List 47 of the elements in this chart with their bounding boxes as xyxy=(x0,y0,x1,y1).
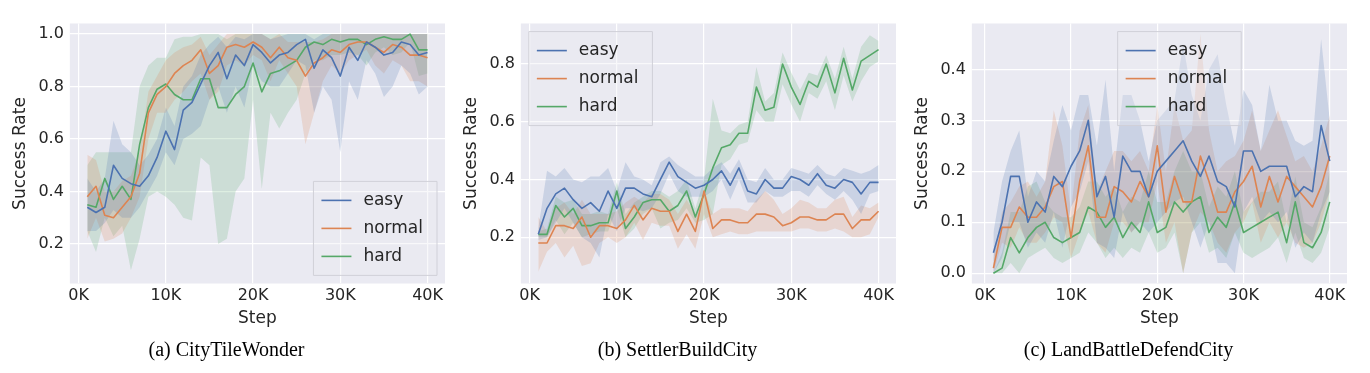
x-tick-label: 0K xyxy=(68,285,90,305)
y-axis-title: Success Rate xyxy=(910,97,931,210)
legend-label: easy xyxy=(363,188,404,209)
x-tick-label: 10K xyxy=(601,285,633,305)
x-axis-title: Step xyxy=(238,307,277,328)
y-tick-label: 0.0 xyxy=(940,262,966,282)
x-tick-label: 0K xyxy=(519,285,541,305)
y-tick-label: 0.1 xyxy=(940,211,966,231)
x-tick-label: 30K xyxy=(775,285,808,305)
x-tick-label: 20K xyxy=(237,285,269,305)
x-tick-label: 0K xyxy=(974,285,996,305)
legend-label: hard xyxy=(363,244,403,265)
y-tick-label: 0.4 xyxy=(489,168,515,188)
y-tick-label: 0.8 xyxy=(38,75,64,95)
y-tick-label: 0.6 xyxy=(489,110,515,130)
x-tick-label: 20K xyxy=(688,285,720,305)
y-tick-label: 0.8 xyxy=(489,53,515,73)
legend-label: normal xyxy=(578,67,639,88)
x-tick-label: 40K xyxy=(412,285,444,305)
y-tick-label: 0.4 xyxy=(940,58,966,78)
x-tick-label: 20K xyxy=(1141,285,1174,305)
y-tick-label: 0.2 xyxy=(940,160,966,180)
y-tick-label: 1.0 xyxy=(38,23,64,43)
y-axis-title: Success Rate xyxy=(459,97,480,210)
x-axis-title: Step xyxy=(689,307,728,328)
y-tick-label: 0.4 xyxy=(38,180,64,200)
y-tick-label: 0.2 xyxy=(38,233,64,253)
y-tick-label: 0.3 xyxy=(940,109,966,129)
y-axis-title: Success Rate xyxy=(8,97,29,210)
legend-label: normal xyxy=(363,216,424,237)
legend-label: normal xyxy=(1167,67,1228,88)
x-tick-label: 10K xyxy=(150,285,182,305)
legend-label: easy xyxy=(1167,39,1208,60)
text: (c) LandBattleDefendCity xyxy=(1023,338,1234,362)
y-tick-label: 0.6 xyxy=(38,128,64,148)
x-tick-label: 30K xyxy=(324,285,357,305)
x-tick-label: 40K xyxy=(863,285,895,305)
legend-label: hard xyxy=(1167,95,1207,116)
legend-label: hard xyxy=(578,95,618,116)
legend-label: easy xyxy=(578,39,619,60)
x-axis-title: Step xyxy=(1140,307,1179,328)
x-tick-label: 40K xyxy=(1314,285,1346,305)
x-tick-label: 30K xyxy=(1228,285,1260,305)
x-tick-label: 10K xyxy=(1055,285,1087,305)
text: (b) SettlerBuildCity xyxy=(597,338,758,362)
text: (a) CityTileWonder xyxy=(148,338,305,362)
y-tick-label: 0.2 xyxy=(489,226,515,246)
